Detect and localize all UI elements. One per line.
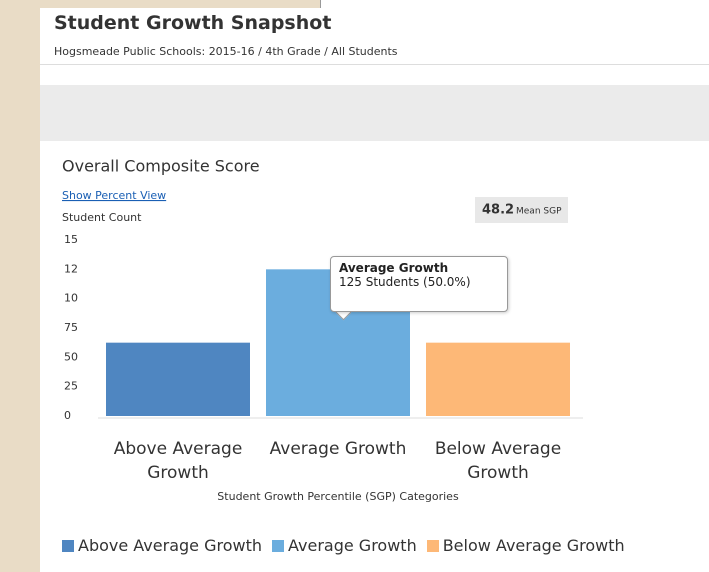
page-title: Student Growth Snapshot <box>54 12 332 34</box>
divider <box>40 64 709 65</box>
x-tick-label: Below Average Growth <box>434 439 562 483</box>
legend-swatch <box>62 539 74 552</box>
percent-link[interactable]: Show Percent View <box>62 189 166 202</box>
tooltip-title: Average Growth <box>339 261 449 275</box>
mean-value: 48.2 <box>482 203 514 218</box>
chart-title: Overall Composite Score <box>62 157 260 176</box>
y-tick-label: 25 <box>64 380 78 393</box>
mean-badge <box>475 197 568 223</box>
bar <box>106 342 250 416</box>
filter-band <box>40 85 709 141</box>
x-tick-label: Average Growth <box>269 439 407 459</box>
mean-label: Mean SGP <box>516 207 562 217</box>
legend-item: Below Average Growth <box>426 536 625 555</box>
x-tick-label: Above Average Growth <box>113 439 243 483</box>
legend-label: Above Average Growth <box>78 536 262 555</box>
legend-label: Average Growth <box>288 536 417 555</box>
panel-top <box>320 0 709 8</box>
bar <box>426 342 570 416</box>
legend-item: Average Growth <box>272 536 417 555</box>
legend-swatch <box>272 539 284 552</box>
y-tick-label: 50 <box>64 350 78 363</box>
y-tick-label: 10 <box>64 292 78 305</box>
y-tick-label: 15 <box>64 233 78 246</box>
page-subtitle: Hogsmeade Public Schools: 2015-16 / 4th … <box>54 45 398 58</box>
y-tick-label: 12 <box>64 262 78 275</box>
legend: Above Average Growth Average Growth Below … <box>62 536 625 555</box>
tooltip: Average Growth 125 Students (50.0%) <box>330 256 508 312</box>
tooltip-text: 125 Students (50.0%) <box>339 275 471 289</box>
legend-item: Above Average Growth <box>62 536 262 555</box>
x-axis-label: Student Growth Percentile (SGP) Categori… <box>217 490 459 503</box>
y-tick-label: 0 <box>64 409 71 422</box>
legend-swatch <box>426 539 439 552</box>
y-axis-label: Student Count <box>62 211 142 224</box>
legend-label: Below Average Growth <box>442 536 625 555</box>
y-tick-label: 75 <box>64 321 78 334</box>
